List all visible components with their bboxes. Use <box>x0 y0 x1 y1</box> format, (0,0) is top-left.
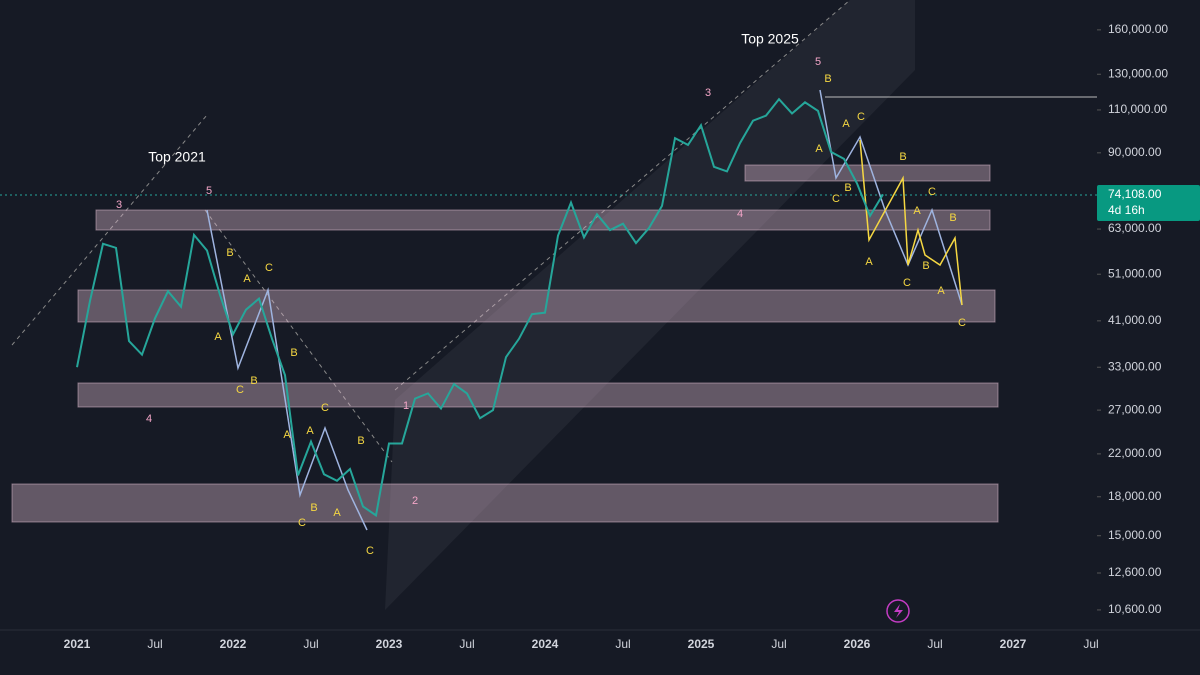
y-tick-label: 18,000.00 <box>1108 489 1162 503</box>
x-tick-label: Jul <box>1083 637 1098 651</box>
wave-label: C <box>265 262 273 274</box>
y-tick-label: 27,000.00 <box>1108 402 1162 416</box>
wave-label: A <box>214 331 222 343</box>
wave-label: C <box>928 186 936 198</box>
wave-label: 5 <box>815 56 821 68</box>
wave-label: B <box>949 212 956 224</box>
wave-label: C <box>903 277 911 289</box>
y-tick-label: 41,000.00 <box>1108 313 1162 327</box>
price-tag-anchor <box>1097 193 1100 196</box>
zone <box>11 483 999 523</box>
x-tick-label: 2022 <box>220 637 247 651</box>
wave-label: B <box>824 73 831 85</box>
wave-label: B <box>357 435 364 447</box>
price-tag-label: 74,108.00 <box>1108 187 1162 201</box>
y-tick-label: 63,000.00 <box>1108 221 1162 235</box>
zone <box>744 164 991 182</box>
wave-label: A <box>842 118 850 130</box>
y-tick-label: 51,000.00 <box>1108 266 1162 280</box>
x-tick-label: Jul <box>147 637 162 651</box>
x-tick-label: 2021 <box>64 637 91 651</box>
y-tick-label: 15,000.00 <box>1108 528 1162 542</box>
x-tick-label: 2027 <box>1000 637 1027 651</box>
x-tick-label: Jul <box>771 637 786 651</box>
wave-label: C <box>958 317 966 329</box>
y-tick-label: 22,000.00 <box>1108 446 1162 460</box>
wave-label: A <box>815 143 823 155</box>
wave-label: B <box>250 375 257 387</box>
wave-label: B <box>899 151 906 163</box>
wave-label: 5 <box>206 185 212 197</box>
wave-label: 2 <box>412 495 418 507</box>
wave-label: A <box>913 205 921 217</box>
annotation: Top 2021 <box>148 149 206 165</box>
y-tick-label: 90,000.00 <box>1108 145 1162 159</box>
wave-label: A <box>306 425 314 437</box>
icon[interactable] <box>886 599 910 623</box>
wave-label: C <box>857 111 865 123</box>
drawings <box>0 0 1097 610</box>
wave-label: 3 <box>116 199 122 211</box>
wave-label: B <box>922 260 929 272</box>
wave-label: B <box>844 182 851 194</box>
price-line <box>76 97 884 518</box>
y-tick-label: 110,000.00 <box>1108 102 1167 116</box>
channel <box>385 0 915 610</box>
x-tick-label: 2024 <box>532 637 559 651</box>
wave-label: B <box>290 347 297 359</box>
y-tick-label: 10,600.00 <box>1108 602 1162 616</box>
wave-label: 3 <box>705 87 711 99</box>
wave-label: C <box>236 384 244 396</box>
wave-label: A <box>283 429 291 441</box>
trend-line <box>394 0 851 391</box>
wave-label: B <box>310 502 317 514</box>
y-tick-label: 130,000.00 <box>1108 66 1168 80</box>
wave-label: C <box>366 545 374 557</box>
wave-label: B <box>226 247 233 259</box>
countdown: 4d 16h <box>1108 203 1145 217</box>
price-tag <box>1097 185 1200 221</box>
icon <box>894 604 903 618</box>
x-tick-label: Jul <box>303 637 318 651</box>
x-tick-label: Jul <box>927 637 942 651</box>
wave-label: 1 <box>403 400 409 412</box>
y-tick-label: 33,000.00 <box>1108 359 1162 373</box>
zone <box>77 289 996 323</box>
zone <box>95 209 991 231</box>
wave-label: 4 <box>737 208 743 220</box>
x-tick-label: Jul <box>615 637 630 651</box>
wave-label: A <box>243 273 251 285</box>
x-tick-label: Jul <box>459 637 474 651</box>
annotation: Top 2025 <box>741 31 799 47</box>
wave-label: C <box>298 517 306 529</box>
wave-path <box>206 209 368 531</box>
wave-label: C <box>321 402 329 414</box>
y-tick-label: 12,600.00 <box>1108 565 1162 579</box>
x-tick-label: 2026 <box>844 637 871 651</box>
x-tick-label: 2025 <box>688 637 715 651</box>
x-tick-label: 2023 <box>376 637 403 651</box>
wave-label: C <box>832 193 840 205</box>
wave-label: A <box>333 507 341 519</box>
y-tick-label: 160,000.00 <box>1108 22 1168 36</box>
trend-line <box>11 114 208 346</box>
wave-label: 4 <box>146 413 152 425</box>
wave-label: A <box>937 285 945 297</box>
wave-path <box>859 139 963 306</box>
zone <box>77 382 999 408</box>
wave-label: A <box>865 256 873 268</box>
